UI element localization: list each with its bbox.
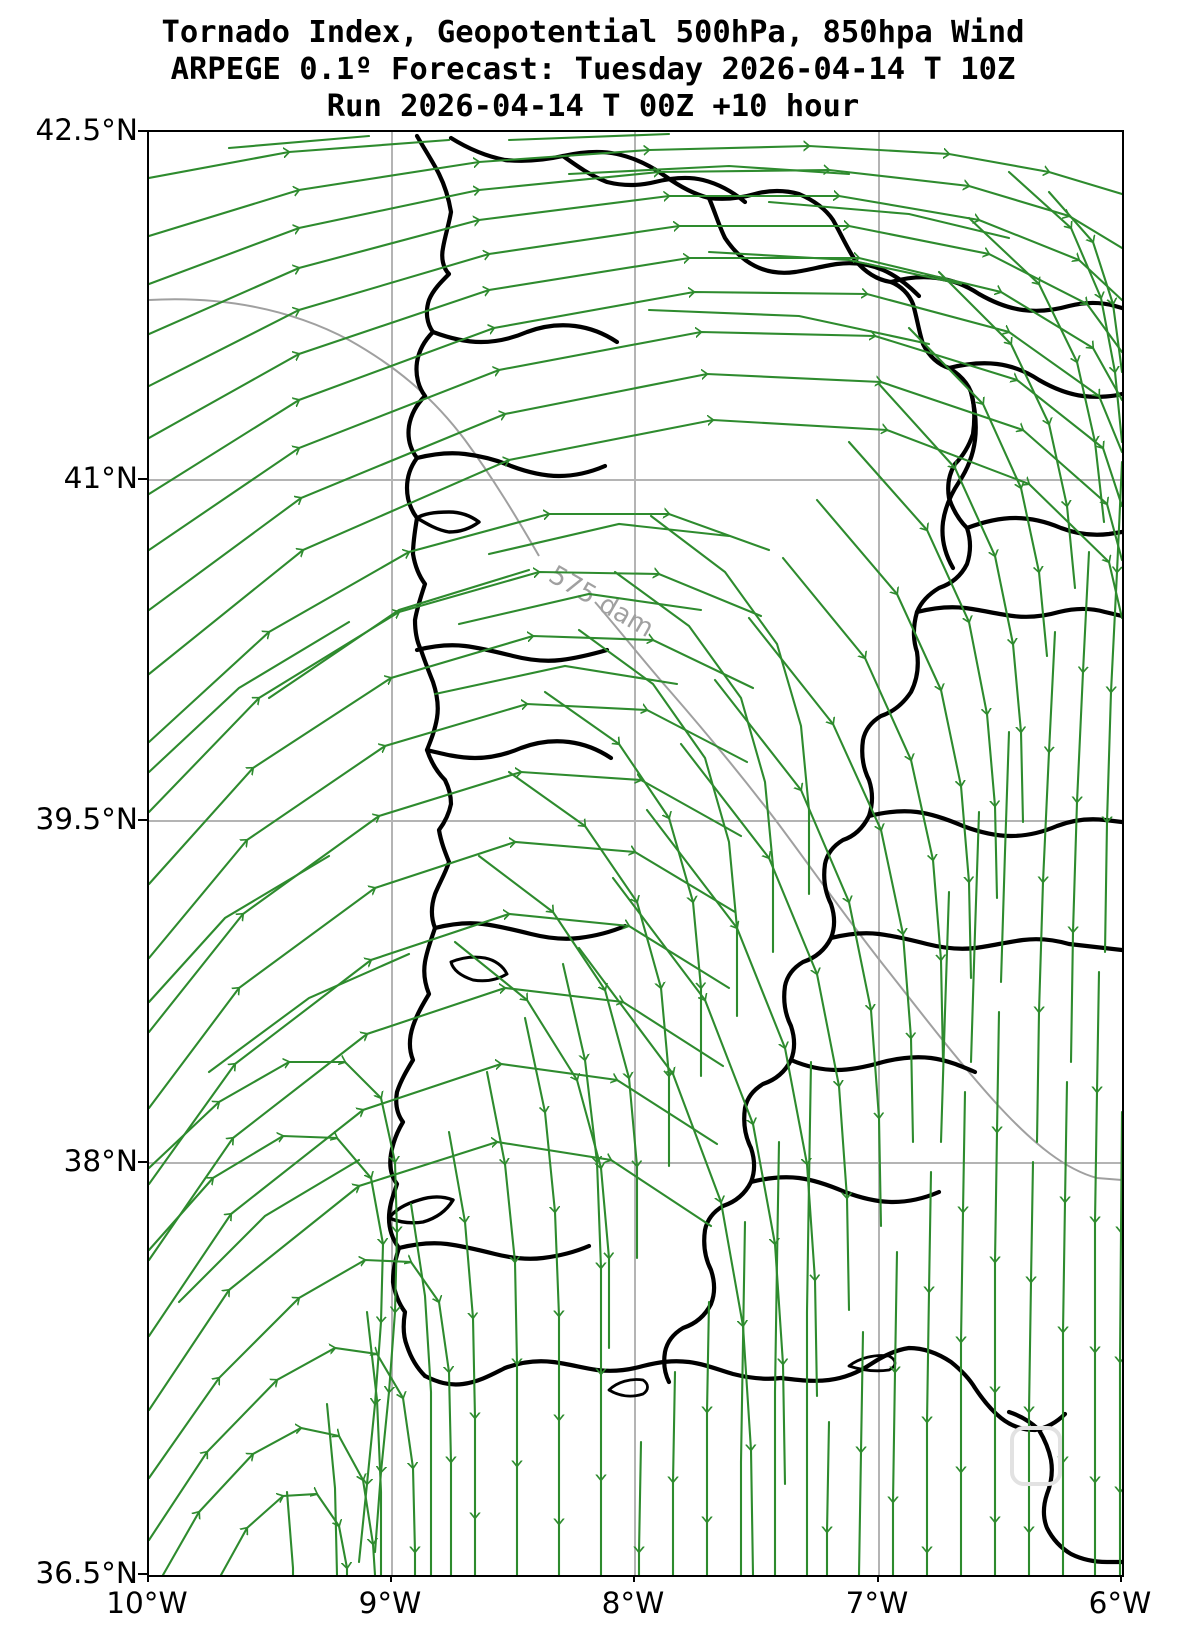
ytick-label-42-5N: 42.5°N — [35, 113, 138, 147]
ytick-label-36-5N: 36.5°N — [35, 1556, 138, 1590]
xtick-mark-8W — [633, 1573, 635, 1582]
border-estremadura-ribatejo — [424, 739, 614, 761]
xtick-label-10W: 10°W — [106, 1586, 188, 1620]
ytick-label-41N: 41°N — [63, 461, 138, 495]
wind-streamlines-850hpa — [149, 132, 1122, 1575]
coastline-portugal-west — [386, 133, 454, 1379]
ytick-mark-39-5N — [138, 819, 147, 821]
title-line-2: ARPEGE 0.1º Forecast: Tuesday 2026-04-14… — [170, 52, 1016, 87]
xtick-mark-6W — [1120, 1573, 1122, 1582]
xtick-mark-10W — [147, 1573, 149, 1582]
ytick-mark-42-5N — [138, 130, 147, 132]
inlet-sado — [387, 1195, 455, 1225]
border-extremadura-andalucia — [828, 931, 1122, 953]
title-line-1: Tornado Index, Geopotential 500hPa, 850h… — [161, 15, 1025, 50]
border-alentejo-algarve — [396, 1241, 592, 1261]
coastline-algarve — [422, 1359, 784, 1387]
xtick-label-9W: 9°W — [358, 1586, 422, 1620]
xtick-mark-7W — [877, 1573, 879, 1582]
lagoon-faro — [607, 1378, 649, 1398]
map-canvas: 575 dam — [149, 132, 1122, 1575]
watermark-rounded-rect — [1010, 1426, 1062, 1486]
xtick-label-7W: 7°W — [845, 1586, 909, 1620]
border-castilla-leon-madrid — [914, 605, 1122, 619]
border-lisboa-alentejo — [432, 921, 628, 941]
inlet-tagus — [415, 510, 481, 534]
border-portugal-spain — [448, 135, 977, 1385]
chart-title-block: Tornado Index, Geopotential 500hPa, 850h… — [0, 14, 1186, 125]
border-castilla-aragon — [964, 515, 1122, 537]
border-central-south — [788, 1055, 978, 1075]
ytick-label-38N: 38°N — [63, 1144, 138, 1178]
map-borders — [386, 133, 1122, 1565]
border-beira-estremadura — [414, 643, 610, 663]
ytick-label-39-5N: 39.5°N — [35, 802, 138, 836]
xtick-mark-9W — [390, 1573, 392, 1582]
ytick-mark-41N — [138, 478, 147, 480]
border-douro-beira — [414, 451, 608, 479]
map-plot-area[interactable]: 575 dam — [147, 130, 1124, 1577]
xtick-label-6W: 6°W — [1088, 1586, 1152, 1620]
ytick-mark-36-5N — [138, 1573, 147, 1575]
title-line-3: Run 2026-04-14 T 00Z +10 hour — [326, 89, 860, 124]
ytick-mark-38N — [138, 1161, 147, 1163]
coastline-east — [1006, 1409, 1122, 1565]
border-cantabria-pais-vasco — [946, 361, 1122, 399]
xtick-label-8W: 8°W — [601, 1586, 665, 1620]
